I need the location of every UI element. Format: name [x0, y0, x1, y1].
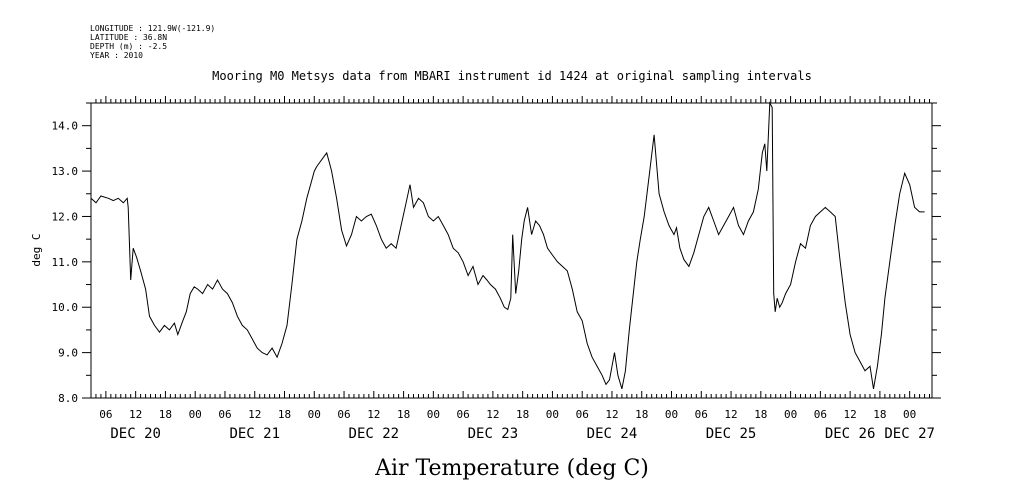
meta-latitude: LATITUDE : 36.8N: [90, 33, 167, 42]
meta-year: YEAR : 2010: [90, 51, 143, 60]
x-hour-label: 18: [159, 408, 172, 421]
chart-title: Mooring M0 Metsys data from MBARI instru…: [212, 69, 812, 83]
x-hour-label: 18: [278, 408, 291, 421]
x-hour-label: 18: [516, 408, 529, 421]
x-hour-label: 12: [129, 408, 142, 421]
x-hour-label: 12: [605, 408, 618, 421]
x-hour-label: 06: [695, 408, 708, 421]
x-day-label: DEC 24: [587, 426, 638, 442]
x-tick-labels: 06 12 18 00 06 12 18 00 06 12 18 00 06 12 18 00 06 12 18 00…: [99, 408, 916, 421]
y-tick-label: 13.0: [52, 165, 79, 178]
x-hour-label: 06: [337, 408, 350, 421]
x-hour-label: 12: [367, 408, 380, 421]
x-hour-label: 00: [903, 408, 916, 421]
x-hour-label: 12: [248, 408, 261, 421]
x-hour-label: 12: [486, 408, 499, 421]
x-hour-label: 00: [784, 408, 797, 421]
meta-longitude: LONGITUDE : 121.9W(-121.9): [90, 24, 215, 33]
y-axis-label: deg C: [30, 233, 43, 266]
x-hour-label: 18: [754, 408, 767, 421]
x-day-label: DEC 20: [110, 426, 161, 442]
x-hour-label: 06: [99, 408, 112, 421]
mooring-metadata: LONGITUDE : 121.9W(-121.9) LATITUDE : 36…: [90, 24, 215, 60]
y-tick-label: 8.0: [58, 392, 78, 405]
x-hour-label: 00: [427, 408, 440, 421]
x-hour-label: 06: [218, 408, 231, 421]
x-day-label: DEC 26: [825, 426, 876, 442]
x-hour-label: 06: [456, 408, 469, 421]
x-hour-label: 12: [844, 408, 857, 421]
x-axis-label: Air Temperature (deg C): [374, 456, 649, 481]
x-hour-label: 12: [724, 408, 737, 421]
x-hour-label: 18: [873, 408, 886, 421]
x-hour-label: 00: [308, 408, 321, 421]
y-tick-label: 11.0: [52, 256, 79, 269]
x-hour-label: 18: [397, 408, 410, 421]
y-tick-labels: 8.0 9.0 10.0 11.0 12.0 13.0 14.0: [52, 120, 79, 405]
x-day-label: DEC 27: [884, 426, 935, 442]
day-labels: DEC 20 DEC 21 DEC 22 DEC 23 DEC 24 DEC 25 DEC …: [110, 426, 935, 442]
x-hour-label: 06: [576, 408, 589, 421]
meta-depth: DEPTH (m) : -2.5: [90, 42, 167, 51]
axis-ticks: [82, 96, 941, 399]
y-tick-label: 10.0: [52, 301, 79, 314]
x-day-label: DEC 22: [349, 426, 400, 442]
air-temperature-series-line: [90, 101, 925, 390]
x-hour-label: 18: [635, 408, 648, 421]
x-hour-label: 00: [546, 408, 559, 421]
plot-frame: [90, 102, 933, 399]
x-day-label: DEC 21: [229, 426, 280, 442]
y-tick-label: 14.0: [52, 120, 79, 133]
y-tick-label: 12.0: [52, 210, 79, 223]
x-hour-label: 00: [665, 408, 678, 421]
x-day-label: DEC 25: [706, 426, 757, 442]
y-tick-label: 9.0: [58, 347, 78, 360]
x-hour-label: 00: [189, 408, 202, 421]
x-hour-label: 06: [814, 408, 827, 421]
x-day-label: DEC 23: [468, 426, 519, 442]
